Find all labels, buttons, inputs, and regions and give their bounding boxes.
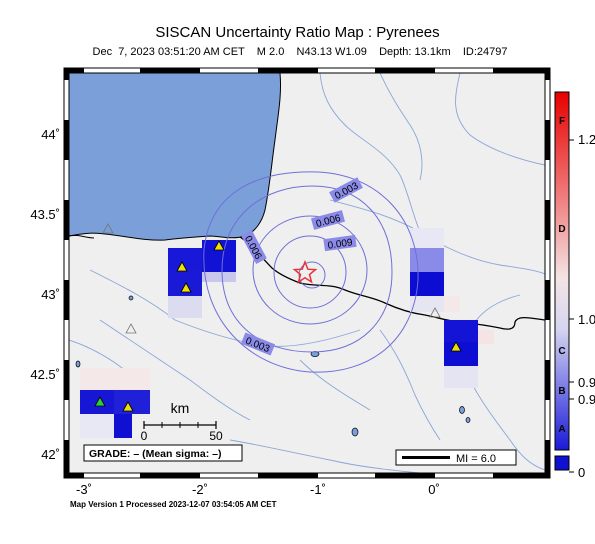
scale-unit: km bbox=[171, 400, 190, 416]
lon-axis: -3˚ -2˚ -1˚ 0˚ bbox=[76, 482, 440, 497]
scale-end: 50 bbox=[209, 429, 223, 443]
station-marker bbox=[176, 261, 188, 272]
uncertainty-grid bbox=[80, 228, 494, 438]
grade-box: GRADE: – (Mean sigma: –) bbox=[83, 444, 243, 462]
map-title: SISCAN Uncertainty Ratio Map : Pyrenees bbox=[155, 24, 440, 41]
mi-legend-label: MI = 6.0 bbox=[456, 453, 496, 465]
map-area bbox=[69, 73, 545, 473]
lon-label: 0˚ bbox=[428, 482, 440, 497]
lon-label: -1˚ bbox=[310, 482, 326, 497]
lat-label: 44˚ bbox=[41, 127, 60, 142]
map-frame bbox=[63, 67, 551, 479]
processing-footer: Map Version 1 Processed 2023-12-07 03:54… bbox=[70, 500, 277, 509]
station-marker bbox=[450, 341, 462, 352]
scale-start: 0 bbox=[141, 429, 148, 443]
lon-label: -2˚ bbox=[192, 482, 208, 497]
grade-letter: A bbox=[558, 424, 565, 435]
lat-label: 42˚ bbox=[41, 447, 60, 462]
contour-label: 0.009 bbox=[327, 237, 354, 251]
epicenter-star bbox=[292, 259, 318, 284]
colorbar-value: 0.9 bbox=[578, 375, 595, 390]
rivers bbox=[69, 73, 545, 473]
grade-letter: D bbox=[558, 224, 565, 235]
grade-letter: F bbox=[559, 116, 565, 127]
station-marker bbox=[180, 282, 192, 293]
lat-label: 43.5˚ bbox=[30, 207, 60, 222]
station-marker bbox=[125, 323, 137, 334]
colorbar-value: 1.2 bbox=[578, 132, 595, 147]
grade-letter: B bbox=[558, 386, 565, 397]
sea-area bbox=[69, 73, 282, 241]
colorbar-value: 0 bbox=[578, 465, 585, 480]
lon-label: -3˚ bbox=[76, 482, 92, 497]
event-summary: Dec 7, 2023 03:51:20 AM CET M 2.0 N43.13… bbox=[92, 46, 508, 58]
station-marker bbox=[94, 396, 106, 407]
mi-legend: MI = 6.0 bbox=[395, 449, 517, 466]
grade-text: GRADE: – (Mean sigma: –) bbox=[89, 448, 221, 460]
stations bbox=[94, 223, 462, 412]
station-marker bbox=[429, 307, 441, 318]
grade-letter: C bbox=[558, 346, 565, 357]
colorbar-value: 1.0 bbox=[578, 312, 595, 327]
lakes bbox=[75, 295, 471, 437]
lat-label: 43˚ bbox=[41, 287, 60, 302]
scale-bar: km 0 50 bbox=[141, 400, 223, 443]
station-marker bbox=[213, 240, 225, 251]
colorbar: F D C B A 1.2 1.0 0.9 0.9 0 bbox=[554, 91, 595, 480]
lat-axis: 44˚ 43.5˚ 43˚ 42.5˚ 42˚ bbox=[30, 127, 60, 462]
lat-label: 42.5˚ bbox=[30, 367, 60, 382]
station-marker bbox=[102, 223, 114, 234]
colorbar-value: 0.9 bbox=[578, 392, 595, 407]
station-marker bbox=[122, 401, 134, 412]
border-line bbox=[239, 236, 545, 330]
